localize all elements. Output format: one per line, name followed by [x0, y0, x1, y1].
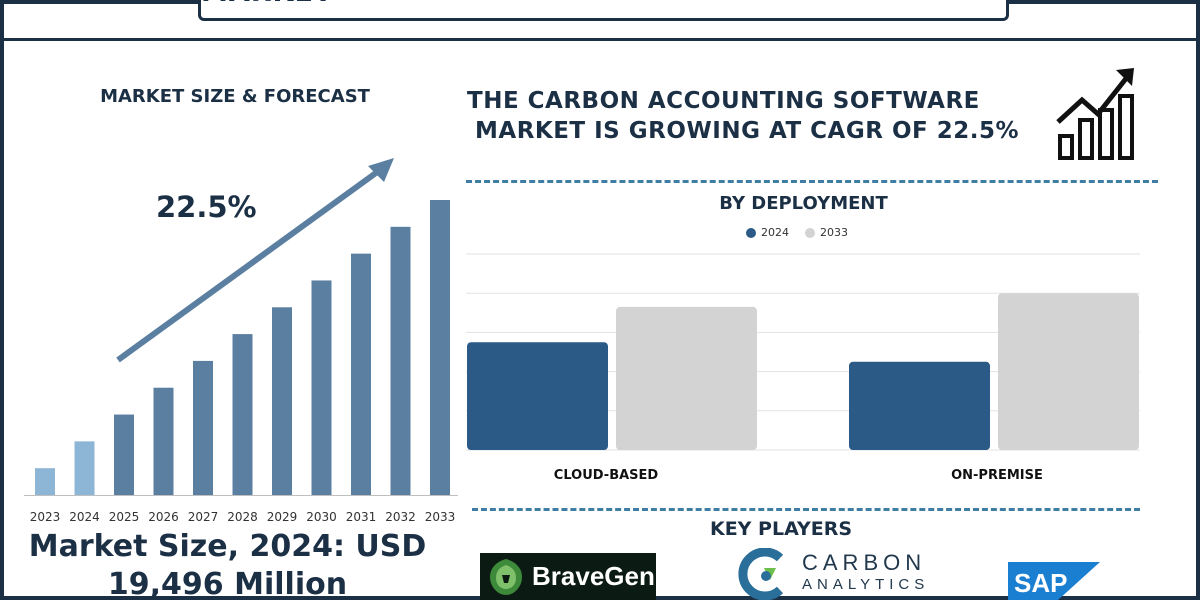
- sap-logo: SAP: [1008, 562, 1100, 600]
- forecast-bar: [35, 468, 55, 495]
- category-label-on-premise: ON-PREMISE: [951, 468, 1043, 483]
- title-banner: GLOBAL CARBON ACCOUNTING SOFTWARE MARKET: [198, 0, 1009, 21]
- title-rule: [0, 38, 1200, 41]
- forecast-bar: [390, 226, 411, 495]
- carbon-wordmark-line-1: CARBON: [802, 550, 927, 575]
- bravegen-wordmark: BraveGen: [532, 561, 655, 591]
- forecast-year-label: 2023: [30, 510, 61, 524]
- headline-line-1: THE CARBON ACCOUNTING SOFTWARE: [467, 88, 980, 114]
- carbon-wordmark-line-2: ANALYTICS: [802, 576, 930, 593]
- forecast-bar: [430, 200, 450, 495]
- forecast-bar: [272, 307, 292, 495]
- market-size-line-2: 19,496 Million: [107, 567, 348, 602]
- key-players-title: KEY PLAYERS: [709, 518, 853, 540]
- forecast-year-label: 2030: [306, 510, 337, 524]
- deployment-title: BY DEPLOYMENT: [719, 193, 888, 214]
- legend-label-2033: 2033: [820, 226, 848, 239]
- forecast-chart: 2023 2024 2025 2026 2027 2028 2029 2030 2031 2032…: [24, 158, 458, 524]
- legend-item-2033: 2033: [805, 226, 848, 239]
- forecast-year-label: 2028: [227, 510, 258, 524]
- legend-swatch-2033: [805, 227, 815, 238]
- category-label-cloud: CLOUD-BASED: [553, 468, 659, 483]
- lion-icon: [490, 558, 522, 595]
- forecast-bar: [193, 360, 213, 495]
- forecast-heading: MARKET SIZE & FORECAST: [100, 86, 370, 107]
- forecast-bar: [153, 387, 174, 495]
- carbon-analytics-wordmark: CARBON ANALYTICS: [802, 552, 929, 596]
- forecast-year-label: 2026: [148, 510, 179, 524]
- forecast-bar: [351, 253, 371, 495]
- forecast-year-label: 2027: [188, 510, 219, 524]
- legend-swatch-2024: [746, 227, 756, 238]
- carbon-analytics-icon: [738, 548, 784, 600]
- headline: THE CARBON ACCOUNTING SOFTWARE MARKET IS…: [467, 86, 1027, 146]
- legend-label-2024: 2024: [761, 226, 789, 239]
- section-divider-bottom: [472, 508, 1140, 511]
- trend-arrow-shaft: [116, 167, 382, 363]
- forecast-year-label: 2029: [267, 510, 298, 524]
- forecast-year-label: 2025: [109, 510, 140, 524]
- market-size-summary: Market Size, 2024: USD 19,496 Million: [0, 528, 455, 604]
- page-title: GLOBAL CARBON ACCOUNTING SOFTWARE MARKET: [201, 0, 1006, 10]
- forecast-year-label: 2024: [69, 510, 100, 524]
- forecast-bar: [114, 414, 134, 495]
- forecast-bar: [232, 334, 253, 495]
- market-size-line-1: Market Size, 2024: USD: [28, 529, 427, 564]
- sap-wordmark: SAP: [1014, 568, 1067, 598]
- headline-line-2: MARKET IS GROWING AT CAGR OF 22.5%: [475, 118, 1020, 144]
- bravegen-logo: BraveGen: [480, 553, 656, 600]
- forecast-year-label: 2033: [425, 510, 456, 524]
- section-divider-top: [466, 180, 1158, 183]
- carbon-analytics-logo: CARBON ANALYTICS: [736, 548, 929, 600]
- forecast-bar: [74, 441, 95, 495]
- forecast-year-label: 2032: [385, 510, 416, 524]
- growth-chart-icon: [1056, 68, 1134, 160]
- growth-rate-annotation: 22.5%: [156, 190, 257, 224]
- deployment-legend: 2024 2033: [746, 226, 848, 239]
- trend-arrow-head: [368, 158, 394, 182]
- forecast-year-label: 2031: [346, 510, 377, 524]
- forecast-bar: [311, 280, 332, 495]
- legend-item-2024: 2024: [746, 226, 789, 239]
